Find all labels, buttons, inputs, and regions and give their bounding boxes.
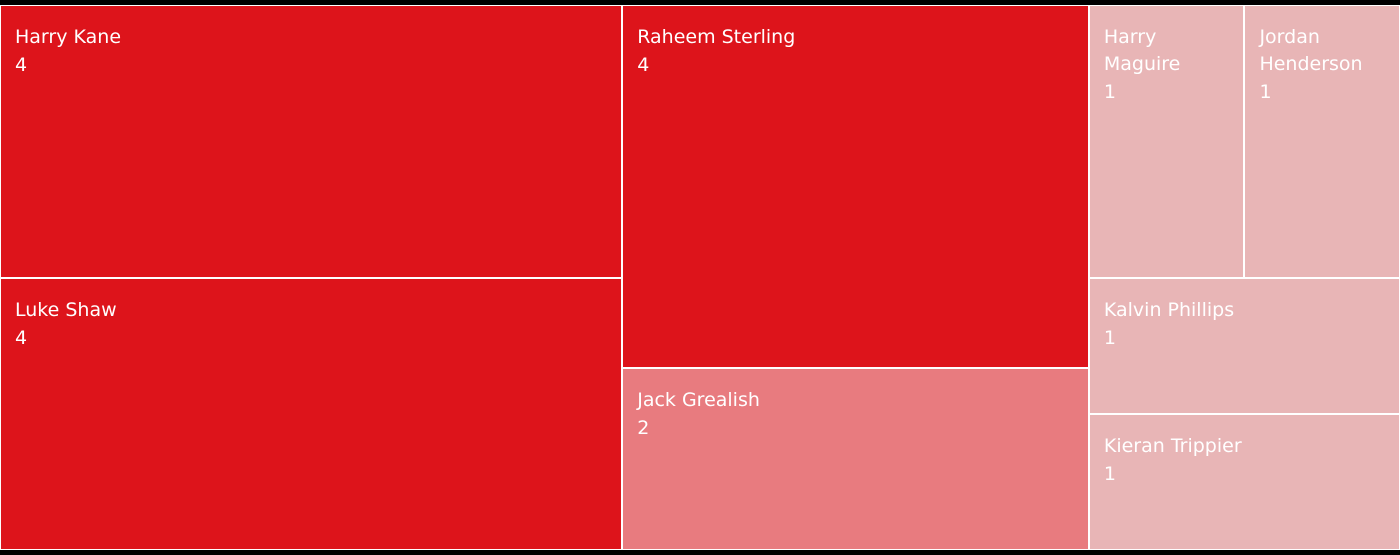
treemap-cell: Raheem Sterling 4 (623, 6, 1088, 368)
treemap-cell: Kieran Trippier 1 (1089, 414, 1399, 549)
cell-value: 4 (15, 326, 28, 349)
treemap-cell: Harry Maguire 1 (1089, 6, 1244, 277)
cell-label: Jack Grealish (637, 389, 760, 412)
cell-value: 4 (15, 54, 28, 76)
cell-label: Raheem Sterling (637, 26, 796, 48)
treemap: Harry Kane 4 Luke Shaw 4 Raheem Sterling 4 Jac… (0, 5, 1400, 550)
cell-value: 1 (1259, 81, 1272, 103)
cell-label: Jordan Henderson (1259, 26, 1363, 75)
cell-value: 2 (637, 417, 650, 440)
cell-label: Luke Shaw (15, 298, 117, 321)
cell-label: Kieran Trippier (1103, 434, 1242, 457)
cell-label: Harry Maguire (1103, 26, 1181, 75)
cell-label: Harry Kane (15, 26, 122, 48)
cell-label: Kalvin Phillips (1103, 298, 1235, 321)
treemap-cell: Kalvin Phillips 1 (1089, 278, 1399, 413)
cell-value: 4 (637, 54, 650, 76)
cell-value: 1 (1103, 326, 1116, 349)
treemap-cell: Luke Shaw 4 (1, 278, 622, 549)
cell-value: 1 (1103, 81, 1116, 103)
treemap-cell: Harry Kane 4 (1, 6, 622, 277)
treemap-cell: Jack Grealish 2 (623, 369, 1088, 549)
cell-value: 1 (1103, 462, 1116, 485)
treemap-cell: Jordan Henderson 1 (1245, 6, 1399, 277)
